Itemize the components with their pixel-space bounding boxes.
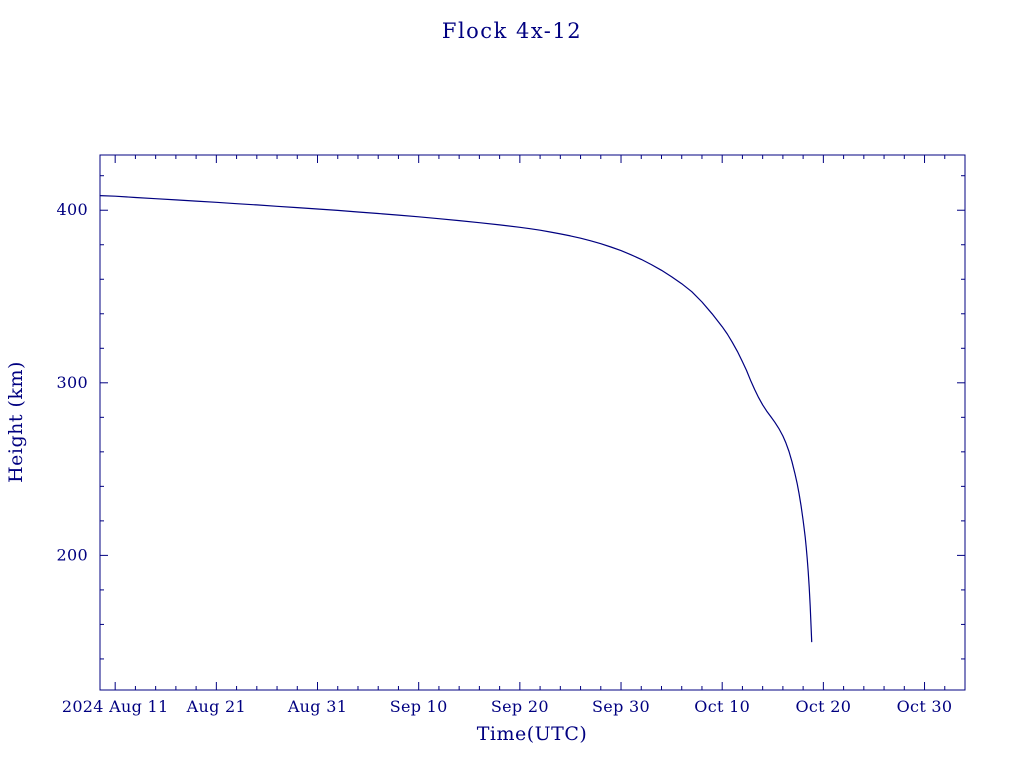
chart-title: Flock 4x-12: [442, 19, 582, 43]
x-axis-title: Time(UTC): [477, 723, 588, 745]
x-tick-label: Aug 31: [287, 697, 347, 716]
y-tick-label: 200: [57, 545, 88, 564]
y-tick-label: 400: [57, 200, 88, 219]
y-tick-label: 300: [57, 373, 88, 392]
axis-box: [99, 154, 966, 691]
x-tick-label: 2024 Aug 11: [62, 697, 169, 716]
x-tick-label: Oct 30: [897, 697, 953, 716]
x-tick-label: Sep 20: [491, 697, 549, 716]
decay-curve: [99, 195, 813, 643]
x-tick-label: Oct 10: [694, 697, 750, 716]
plot-area: 2024 Aug 11 Aug 21 Aug 31 Sep 10 Sep 20 Sep 3…: [57, 154, 966, 716]
x-tick-label: Aug 21: [186, 697, 246, 716]
x-tick-label: Sep 30: [592, 697, 650, 716]
x-tick-label: Sep 10: [390, 697, 448, 716]
x-tick-label: Oct 20: [795, 697, 851, 716]
y-axis-title: Height (km): [5, 361, 27, 483]
